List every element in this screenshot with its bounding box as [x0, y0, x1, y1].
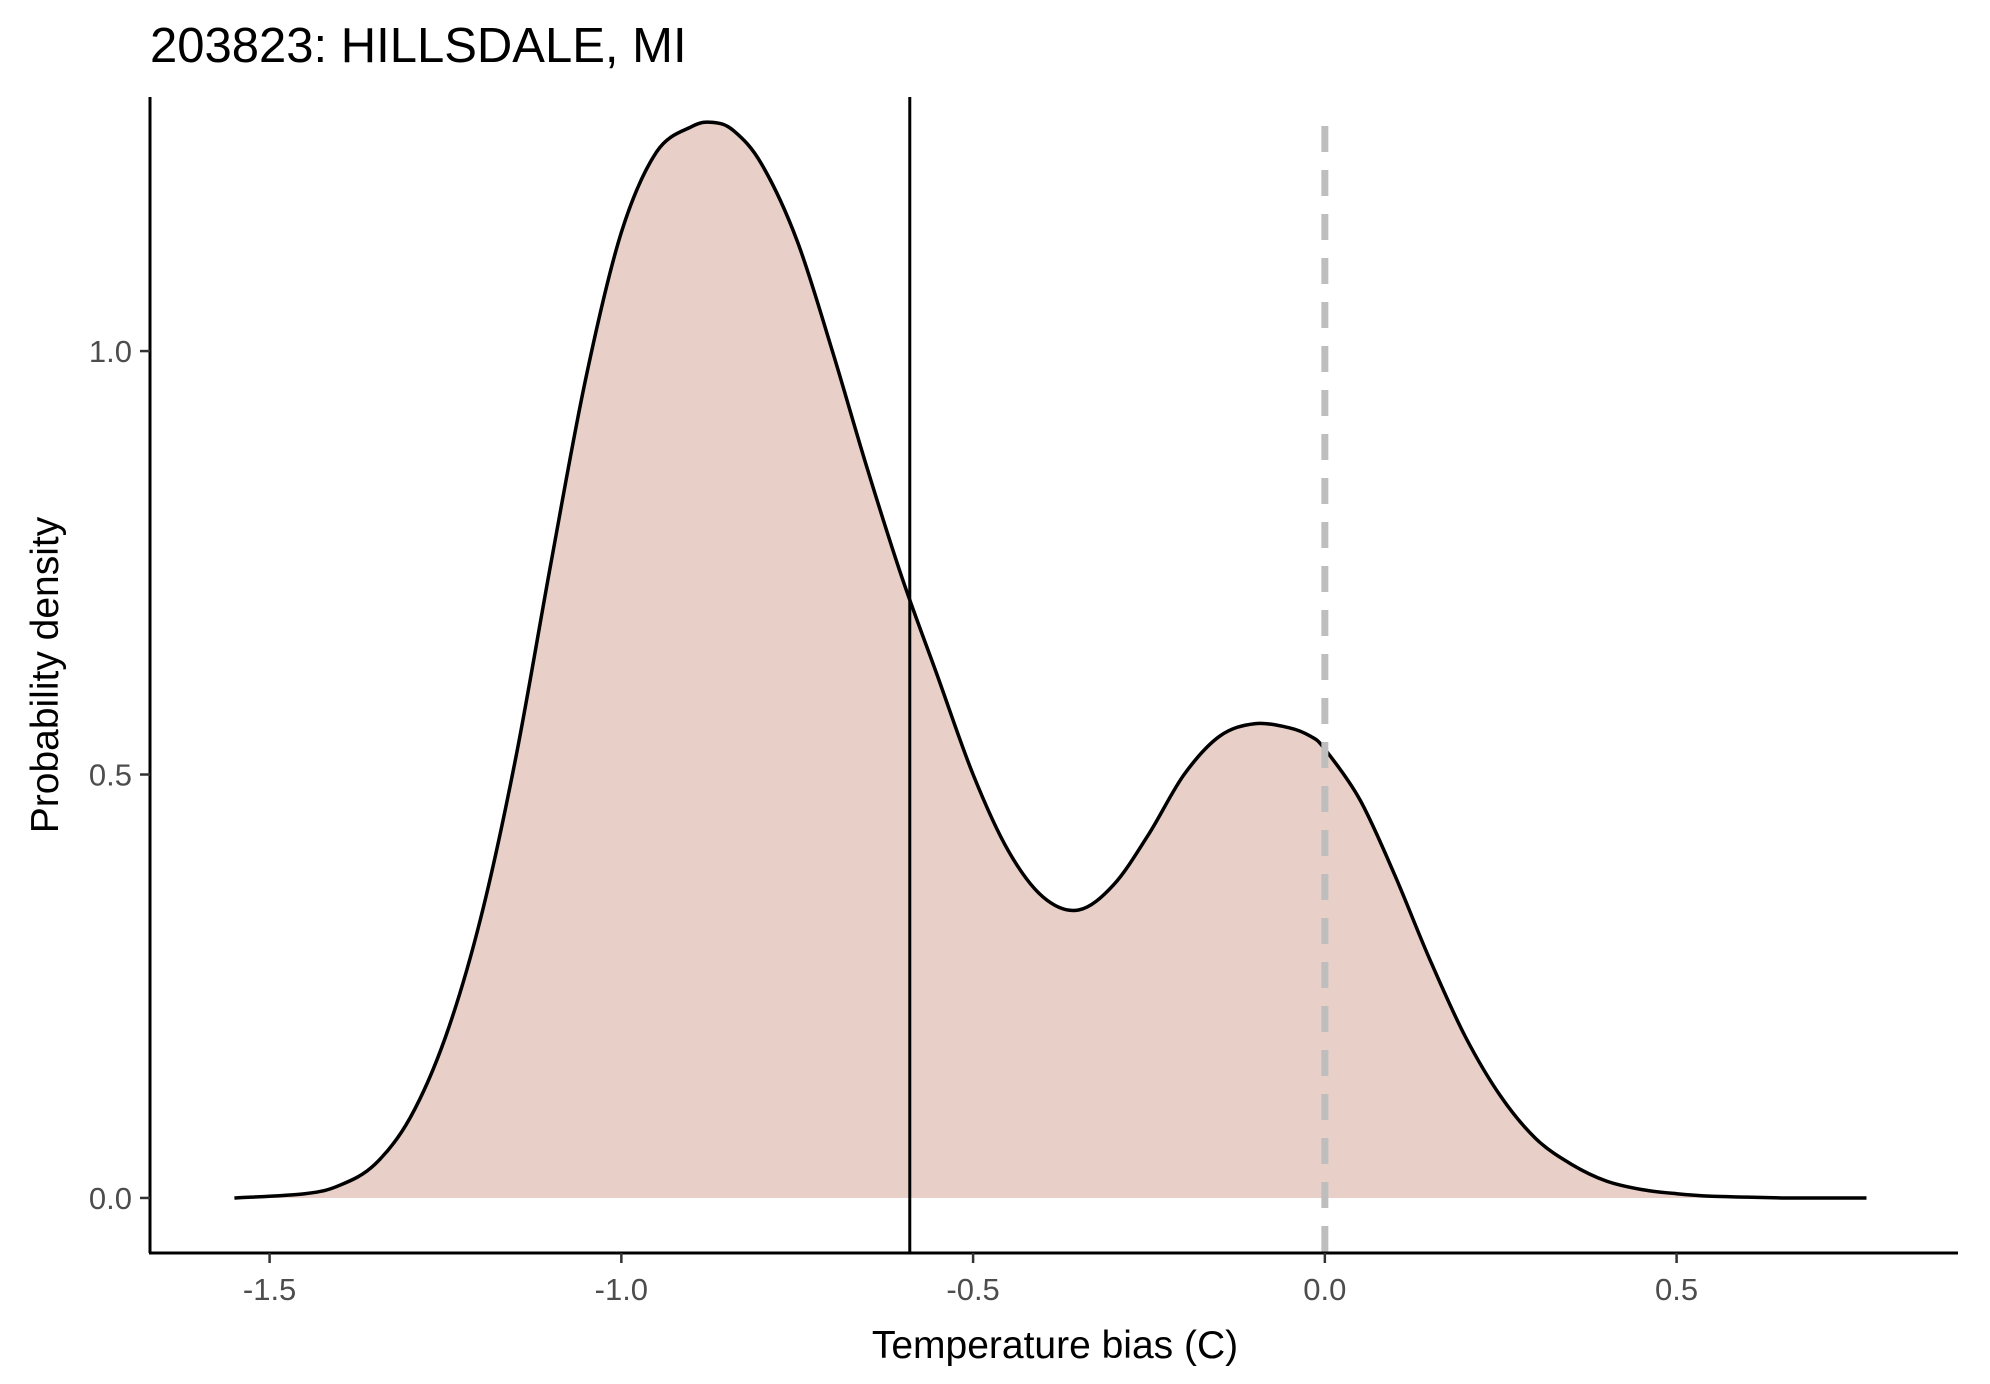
x-axis-title: Temperature bias (C) — [872, 1324, 1238, 1367]
x-axis: -1.5 -1.0 -0.5 0.0 0.5 — [149, 1251, 1958, 1307]
x-tick-label: 0.5 — [1655, 1272, 1698, 1307]
x-ticks: -1.5 -1.0 -0.5 0.0 0.5 — [243, 1253, 1698, 1307]
density-area — [234, 122, 1867, 1199]
density-line — [234, 120, 1867, 1200]
x-tick-label: -0.5 — [946, 1272, 999, 1307]
y-tick-label: 0.0 — [89, 1181, 132, 1216]
plot-area — [234, 97, 1867, 1253]
y-tick-label: 0.5 — [89, 758, 132, 793]
reference-lines — [908, 97, 1329, 1253]
x-tick-label: -1.0 — [595, 1272, 648, 1307]
chart-title: 203823: HILLSDALE, MI — [150, 19, 687, 73]
y-axis: 0.0 0.5 1.0 — [89, 97, 152, 1253]
x-tick-label: -1.5 — [243, 1272, 296, 1307]
y-ticks: 0.0 0.5 1.0 — [89, 334, 150, 1216]
y-axis-title: Probability density — [24, 516, 67, 833]
x-tick-label: 0.0 — [1303, 1272, 1346, 1307]
y-tick-label: 1.0 — [89, 334, 132, 369]
